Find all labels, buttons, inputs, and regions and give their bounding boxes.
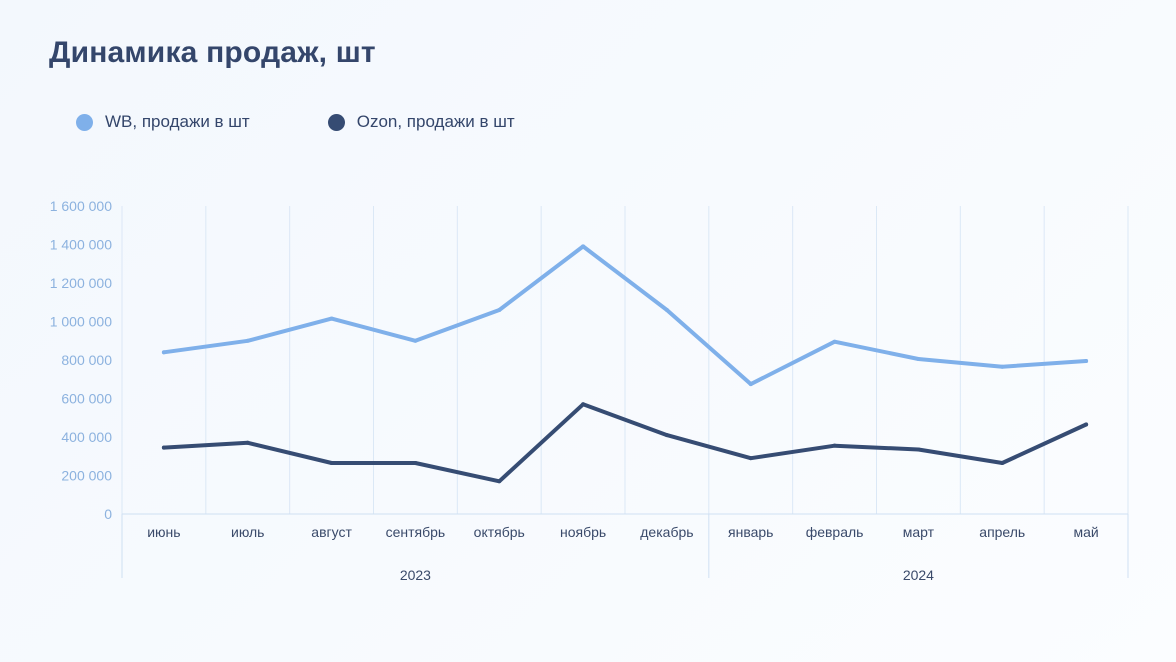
legend: WB, продажи в шт Ozon, продажи в шт (76, 112, 593, 132)
data-point-ozon (413, 460, 418, 465)
data-point-ozon (497, 479, 502, 484)
y-tick-label: 600 000 (61, 391, 112, 407)
data-point-ozon (329, 460, 334, 465)
y-tick-label: 0 (104, 506, 112, 522)
y-tick-label: 1 000 000 (50, 314, 112, 330)
legend-dot-wb (76, 113, 93, 131)
y-tick-label: 1 600 000 (50, 198, 112, 214)
data-point-wb (664, 307, 669, 312)
x-tick-label: ноябрь (560, 524, 606, 540)
legend-item-ozon: Ozon, продажи в шт (327, 112, 515, 132)
legend-label-ozon: Ozon, продажи в шт (356, 112, 515, 131)
year-label: 2024 (903, 567, 934, 583)
x-tick-label: декабрь (640, 524, 693, 540)
x-tick-label: август (311, 524, 352, 540)
x-tick-label: сентябрь (386, 524, 446, 540)
y-tick-label: 1 200 000 (50, 275, 112, 291)
data-point-wb (1000, 364, 1005, 369)
x-tick-label: май (1073, 524, 1098, 540)
data-point-wb (1084, 358, 1089, 363)
data-point-wb (245, 338, 250, 343)
page-title: Динамика продаж, шт (49, 36, 376, 69)
legend-dot-ozon (327, 113, 345, 131)
data-point-ozon (1000, 460, 1005, 465)
data-point-wb (161, 350, 166, 355)
year-label: 2023 (400, 567, 431, 583)
x-tick-label: апрель (979, 524, 1025, 540)
data-point-ozon (748, 456, 753, 461)
y-tick-label: 400 000 (61, 429, 112, 445)
data-point-wb (832, 339, 837, 344)
y-tick-label: 1 400 000 (50, 237, 112, 253)
data-point-wb (413, 338, 418, 343)
y-tick-label: 800 000 (61, 352, 112, 368)
x-tick-label: март (903, 524, 935, 540)
series-line-ozon (161, 402, 1089, 484)
legend-item-wb: WB, продажи в шт (76, 112, 250, 132)
x-tick-label: июнь (147, 524, 180, 540)
x-tick-label: февраль (806, 524, 864, 540)
data-point-wb (748, 382, 753, 387)
data-point-ozon (664, 433, 669, 438)
data-point-wb (581, 244, 586, 249)
data-point-wb (497, 307, 502, 312)
series-line-wb (161, 244, 1089, 387)
x-tick-label: октябрь (474, 524, 525, 540)
data-point-ozon (245, 440, 250, 445)
data-point-ozon (161, 445, 166, 450)
y-tick-label: 200 000 (61, 468, 112, 484)
legend-label-wb: WB, продажи в шт (105, 112, 250, 131)
data-point-ozon (916, 447, 921, 452)
data-point-ozon (832, 443, 837, 448)
data-point-ozon (1084, 422, 1089, 427)
data-point-ozon (581, 402, 586, 407)
x-tick-label: июль (231, 524, 264, 540)
data-point-wb (916, 357, 921, 362)
x-tick-label: январь (728, 524, 773, 540)
data-point-wb (329, 316, 334, 321)
